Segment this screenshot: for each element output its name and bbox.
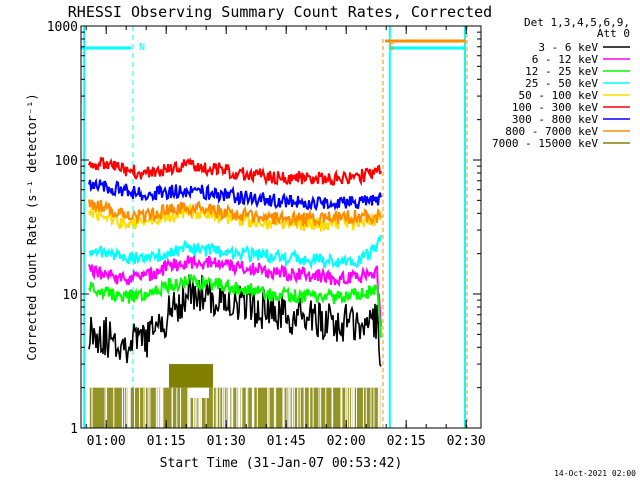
band-hole	[189, 387, 209, 398]
legend-header-line-1: Det 1,3,4,5,6,9,	[524, 16, 630, 29]
band-fill	[89, 387, 381, 428]
x-tick-label: 01:00	[87, 434, 126, 449]
series-7000-15000-kev	[88, 364, 381, 428]
x-tick-label: 01:15	[147, 434, 186, 449]
y-tick-label: 10	[62, 288, 78, 303]
footer-timestamp: 14-Oct-2021 02:00	[554, 469, 636, 478]
legend-label: 3 - 6 keV	[538, 41, 598, 54]
legend-label: 50 - 100 keV	[519, 89, 599, 102]
legend-label: 7000 - 15000 keV	[492, 137, 598, 150]
plot-area: 1 10 100 1000 01:00 01:15 01:30 01:45 02:00 02:15…	[47, 20, 486, 449]
legend-label: 100 - 300 keV	[512, 101, 598, 114]
series-12-25-kev	[88, 273, 382, 338]
series-100-300-kev	[88, 156, 382, 187]
series-25-50-kev	[88, 234, 382, 271]
chart-title: RHESSI Observing Summary Count Rates, Co…	[68, 3, 492, 21]
x-axis-label: Start Time (31-Jan-07 00:53:42)	[160, 456, 403, 471]
x-tick-label: 01:30	[207, 434, 246, 449]
legend-label: 300 - 800 keV	[512, 113, 598, 126]
y-tick-label: 100	[55, 154, 78, 169]
legend-header-line-2: Att 0	[597, 27, 630, 40]
series-6-12-kev	[88, 253, 382, 327]
x-tick-label: 02:30	[447, 434, 486, 449]
marker-label-n: N	[139, 42, 145, 53]
legend-label: 25 - 50 keV	[525, 77, 598, 90]
legend-label: 800 - 7000 keV	[505, 125, 598, 138]
legend-label: 12 - 25 keV	[525, 65, 598, 78]
series-800-7000-kev	[88, 199, 382, 228]
axes-frame	[80, 25, 482, 429]
x-tick-label: 01:45	[267, 434, 306, 449]
legend-label: 6 - 12 keV	[532, 53, 599, 66]
band-peak	[169, 364, 213, 388]
y-axis-label: Corrected Count Rate (s⁻¹ detector⁻¹)	[25, 93, 39, 360]
x-tick-label: 02:15	[387, 434, 426, 449]
series-300-800-kev	[88, 177, 382, 212]
y-tick-label: 1	[70, 422, 78, 437]
marker-label-s: S	[389, 42, 395, 53]
x-tick-label: 02:00	[327, 434, 366, 449]
y-tick-label: 1000	[47, 20, 78, 35]
